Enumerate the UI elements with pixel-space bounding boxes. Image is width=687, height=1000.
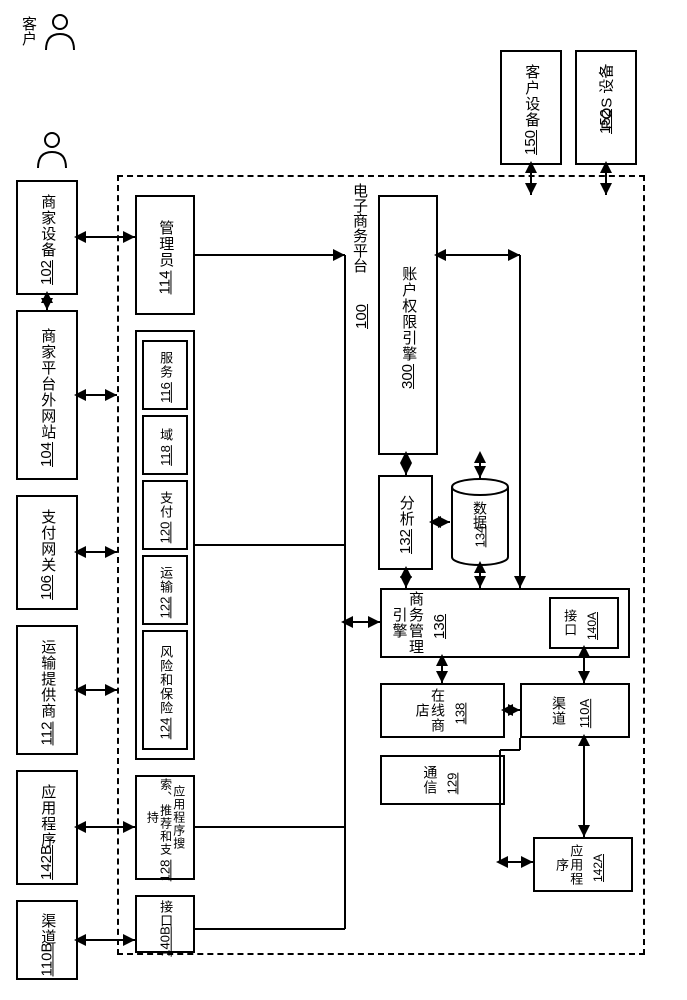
services-label: 服务 (158, 351, 172, 379)
account-engine-num: 300 (400, 363, 417, 388)
domain-num: 118 (157, 445, 172, 466)
pos-device-num: 152 (598, 108, 615, 133)
risk-num: 124 (157, 717, 172, 739)
customer-device-label: 客户设备 (523, 64, 540, 128)
app-ext-box: 应用程序 142B (16, 770, 78, 885)
domain-box: 域 118 (142, 415, 188, 475)
appsearch-box: 应用程序搜索、推荐和支持 128 (135, 775, 195, 880)
carrier-num: 112 (38, 721, 55, 745)
offsite-num: 104 (39, 441, 56, 466)
online-store-box: 在线商店 138 (380, 683, 505, 738)
gateway-num: 106 (39, 575, 56, 600)
admin-box: 管理员 114 (135, 195, 195, 315)
person-icon (40, 12, 80, 52)
platform-num: 100 (353, 304, 370, 329)
channelA-box: 渠道 110A (520, 683, 630, 738)
channel-ext-num: 110B (38, 942, 55, 976)
payment-label: 支付 (158, 491, 172, 519)
pos-device-box: POS 设备 152 (575, 50, 637, 165)
risk-label: 风险和保险 (158, 645, 172, 715)
analytics-num: 132 (397, 529, 414, 554)
offsite-box: 商家平台外网站 104 (16, 310, 78, 480)
interfaceA-box: 接口 140A (549, 597, 619, 649)
admin-num: 114 (156, 270, 173, 294)
customer-device-num: 150 (523, 130, 540, 155)
shipping-box: 运输 122 (142, 555, 188, 625)
interfaceA-label: 接口 (562, 609, 576, 637)
account-engine-label: 账户权限引擎 (400, 266, 417, 362)
payment-num: 120 (157, 521, 172, 543)
cme-num: 136 (431, 613, 448, 638)
appsearch-num: 128 (157, 860, 172, 882)
services-num: 116 (157, 382, 172, 403)
carrier-box: 运输提供商 112 (16, 625, 78, 755)
carrier-label: 运输提供商 (39, 639, 56, 719)
channel-ext-box: 渠道 110B (16, 900, 78, 980)
appA-box: 应用程序 142A (533, 837, 633, 892)
app-ext-num: 142B (38, 845, 55, 880)
gateway-box: 支付网关 106 (16, 495, 78, 610)
analytics-box: 分析 132 (378, 475, 433, 570)
merchant-device-box: 商家设备 102 (16, 180, 78, 295)
risk-box: 风险和保险 124 (142, 630, 188, 750)
interfaceB-box: 接口 140B (135, 895, 195, 953)
interfaceB-num: 140B (158, 926, 173, 956)
data-cylinder: 数据 134 (450, 478, 510, 566)
data-num: 134 (472, 525, 487, 547)
gateway-label: 支付网关 (39, 509, 56, 573)
appA-num: 142A (591, 853, 605, 881)
platform-title: 电子商务平台 (349, 183, 370, 273)
comm-label: 通信 (422, 765, 437, 795)
channelA-label: 渠道 (551, 696, 566, 726)
customer-device-box: 客户设备 150 (500, 50, 562, 165)
appsearch-label: 应用程序搜索、推荐和支持 (145, 777, 185, 857)
person-icon (32, 130, 72, 170)
offsite-label: 商家平台外网站 (39, 328, 56, 440)
online-store-label: 在线商店 (414, 685, 445, 736)
app-ext-label: 应用程序 (39, 784, 56, 848)
channel-ext-label: 渠道 (39, 913, 56, 945)
appA-label: 应用程序 (554, 839, 583, 890)
interfaceA-num: 140A (585, 612, 599, 640)
merchant-device-label: 商家设备 (39, 194, 56, 258)
shipping-label: 运输 (158, 566, 172, 594)
diagram-canvas: 客户 电子商务平台 100 客户设备 150 POS 设备 152 商家设备 1… (0, 0, 687, 1000)
analytics-label: 分析 (397, 495, 414, 527)
payment-box: 支付 120 (142, 480, 188, 550)
comm-box: 通信 129 (380, 755, 505, 805)
cme-label: 商务管理引擎 (390, 590, 423, 656)
shipping-num: 122 (157, 596, 172, 618)
merchant-device-num: 102 (39, 260, 56, 285)
data-label: 数据 (470, 501, 490, 529)
admin-label: 管理员 (157, 220, 174, 268)
account-engine-box: 账户权限引擎 300 (378, 195, 438, 455)
interfaceB-label: 接口 (158, 900, 172, 928)
channelA-num: 110A (577, 699, 592, 728)
services-box: 服务 116 (142, 340, 188, 410)
online-store-num: 138 (452, 703, 467, 725)
domain-label: 域 (158, 428, 172, 442)
customer-label: 客户 (18, 16, 39, 46)
comm-num: 129 (445, 772, 460, 794)
